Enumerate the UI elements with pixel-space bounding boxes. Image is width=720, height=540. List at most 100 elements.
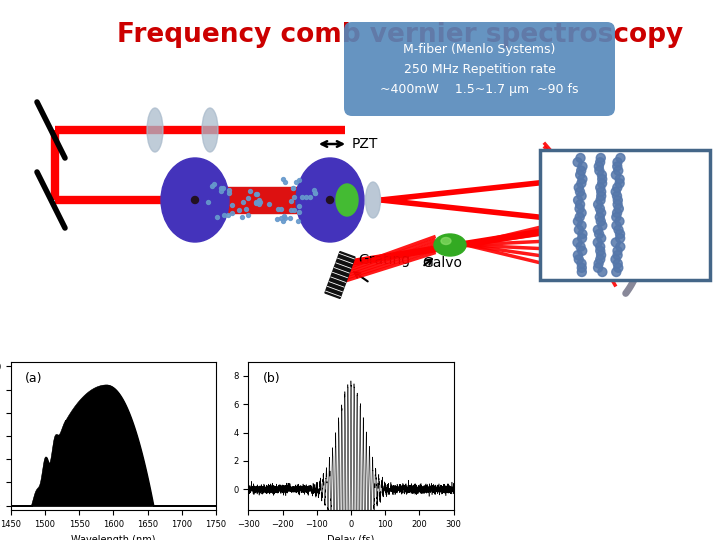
Circle shape [597,192,606,200]
Circle shape [613,195,622,205]
Circle shape [577,246,587,255]
Text: Grating: Grating [358,253,410,267]
Circle shape [594,259,603,268]
Point [251,190,263,198]
Circle shape [575,255,583,264]
Circle shape [575,225,583,234]
Point [289,206,300,214]
Ellipse shape [441,238,451,245]
Circle shape [612,221,621,230]
Point [253,200,264,208]
Point [291,178,302,186]
Circle shape [575,200,585,209]
Circle shape [595,204,604,213]
Point [279,178,291,187]
Point [286,197,297,206]
Point [253,195,265,204]
Text: Galvo: Galvo [422,256,462,270]
X-axis label: Wavelength (nm): Wavelength (nm) [71,535,156,540]
Circle shape [575,183,583,192]
Circle shape [615,179,624,188]
Point [309,188,320,197]
Circle shape [613,259,622,268]
Point [289,193,300,201]
Circle shape [575,204,584,213]
Circle shape [598,221,607,230]
Circle shape [611,238,620,247]
Circle shape [598,174,607,184]
Point [218,211,230,219]
Point [202,198,214,206]
Circle shape [615,174,624,184]
Circle shape [613,166,623,175]
Point [254,198,266,207]
Circle shape [595,246,605,255]
Circle shape [616,153,625,163]
Point [273,204,284,213]
Circle shape [573,238,582,247]
Ellipse shape [161,158,229,242]
Ellipse shape [336,184,358,216]
Circle shape [616,242,625,251]
Point [233,206,245,214]
Text: (a): (a) [25,372,42,385]
Point [226,201,238,210]
Point [215,184,227,193]
Point [223,186,235,195]
Circle shape [616,230,624,239]
Point [277,217,289,225]
Circle shape [613,158,622,167]
Point [297,193,308,201]
Point [300,193,312,202]
Circle shape [596,217,606,226]
Point [304,193,315,202]
Ellipse shape [147,108,163,152]
Circle shape [595,213,604,221]
Bar [540,150,710,280]
Point [222,211,234,220]
Circle shape [575,187,585,196]
Circle shape [576,153,585,163]
Circle shape [577,179,586,188]
Circle shape [597,234,606,242]
Circle shape [577,267,586,276]
Circle shape [613,192,621,200]
Text: M-fiber (Menlo Systems)
250 MHz Repetition rate
~400mW    1.5~1.7 μm  ~90 fs: M-fiber (Menlo Systems) 250 MHz Repetiti… [380,43,579,96]
Point [250,198,261,206]
Ellipse shape [202,108,218,152]
Point [243,211,254,219]
Circle shape [593,238,602,247]
Ellipse shape [296,158,364,242]
Circle shape [613,264,623,272]
Ellipse shape [326,197,333,204]
Circle shape [611,171,621,179]
Circle shape [613,183,622,192]
Circle shape [593,225,603,234]
Point [310,188,321,197]
Circle shape [615,217,624,226]
Text: PZT: PZT [352,137,379,151]
Point [275,213,287,222]
Point [238,197,249,206]
Circle shape [614,204,624,213]
Circle shape [593,200,603,209]
Point [244,187,256,195]
Text: Frequency comb vernier spectroscopy: Frequency comb vernier spectroscopy [117,22,683,48]
Circle shape [576,242,585,251]
Circle shape [577,208,586,218]
Bar [325,252,355,299]
Circle shape [594,162,603,171]
Circle shape [578,174,587,184]
Point [217,184,228,192]
Circle shape [575,213,584,221]
Circle shape [613,251,622,260]
Point [223,188,235,197]
Circle shape [573,217,582,226]
Point [271,215,283,224]
Point [292,217,304,225]
Circle shape [612,267,621,276]
Point [287,183,299,192]
Circle shape [577,264,586,272]
Circle shape [577,192,586,200]
Circle shape [573,158,582,167]
